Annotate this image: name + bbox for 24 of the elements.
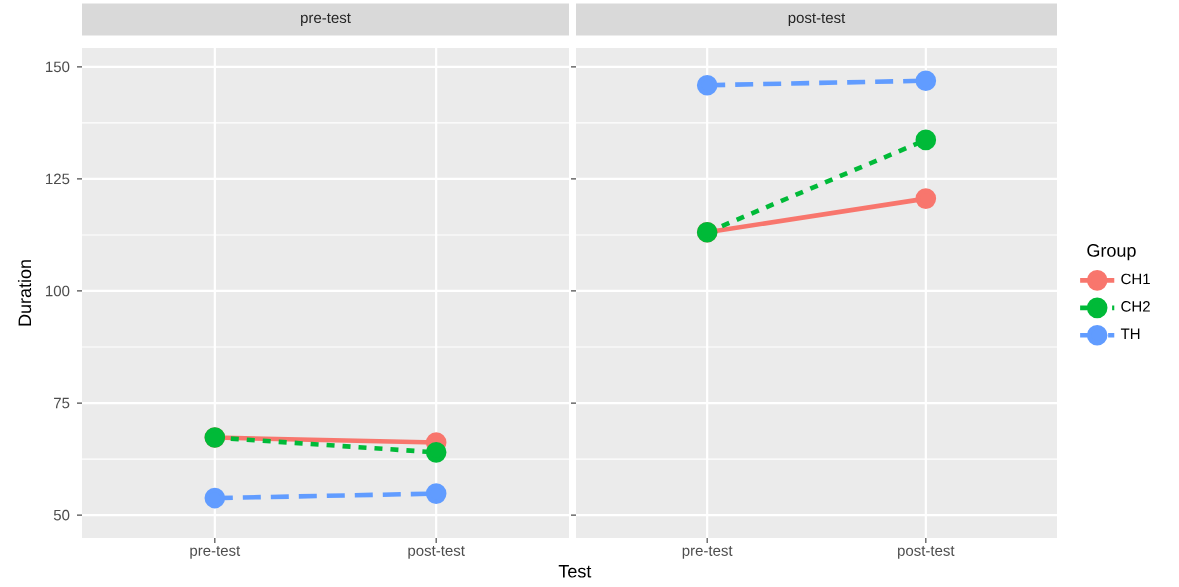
point xyxy=(915,70,937,92)
legend-label: CH2 xyxy=(1121,301,1150,312)
y-tick-label: 50 xyxy=(53,509,70,521)
legend-label: CH1 xyxy=(1121,273,1150,285)
x-axis-title: Test xyxy=(558,565,592,578)
y-tick-label: 125 xyxy=(46,173,70,185)
point xyxy=(915,129,937,151)
x-tick-label: pre-test xyxy=(682,546,733,559)
y-axis-title: Duration xyxy=(17,260,32,326)
point xyxy=(425,442,447,463)
chart-title: pre-test xyxy=(301,13,351,26)
chart-title: post-test xyxy=(788,13,846,26)
x-tick-label: post-test xyxy=(408,546,465,559)
legend-title: Group xyxy=(1087,244,1136,261)
point xyxy=(425,483,447,504)
point xyxy=(204,487,226,509)
point xyxy=(696,74,718,96)
legend-label: TH xyxy=(1120,328,1140,339)
y-tick-label: 75 xyxy=(54,397,70,409)
point xyxy=(915,188,937,209)
y-tick-label: 100 xyxy=(46,285,70,297)
y-tick-label: 150 xyxy=(46,61,70,73)
x-tick-label: pre-test xyxy=(190,546,241,559)
x-tick-label: post-test xyxy=(898,546,955,559)
